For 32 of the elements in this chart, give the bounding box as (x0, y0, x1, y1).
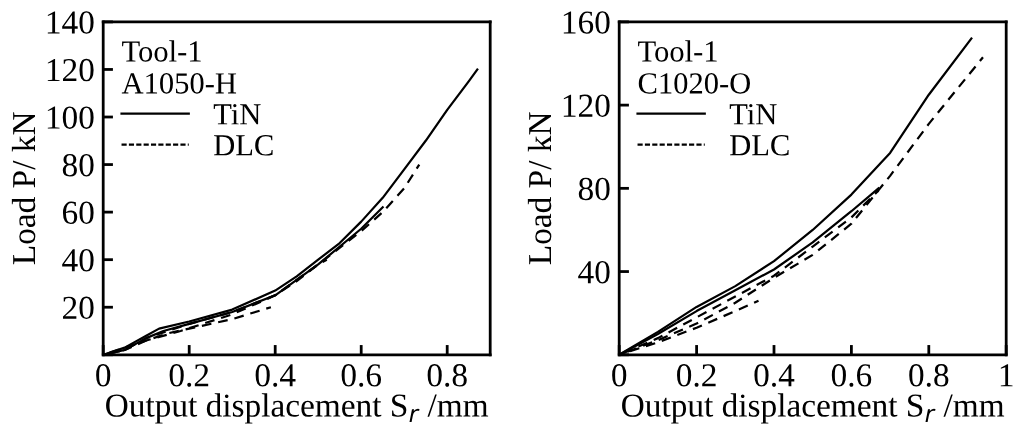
x-tick-label: 0.2 (169, 364, 209, 387)
legend-label: TiN (729, 104, 777, 125)
y-tick-label: 80 (62, 153, 94, 177)
x-tick-label: 0.6 (831, 364, 872, 387)
legend-label: DLC (730, 135, 789, 156)
y-tick-label: 160 (563, 11, 610, 34)
x-tick-label: 0.4 (255, 364, 296, 387)
x-tick-label: 0 (612, 364, 627, 387)
legend-title: Tool-1 A1050-H (121, 40, 237, 94)
legend-title: Tool-1 C1020-O (638, 40, 751, 94)
y-tick-label: 60 (62, 201, 94, 225)
y-tick-label: 40 (578, 260, 610, 284)
x-tick-label: 1 (1000, 364, 1013, 387)
x-tick-label: 0 (96, 364, 111, 387)
x-axis-title: Output displacement S$_{r}$ /mm (106, 393, 489, 424)
x-tick-label: 0.8 (427, 364, 467, 387)
y-tick-label: 40 (62, 249, 94, 272)
legend-label: TiN (213, 104, 261, 125)
y-tick-label: 120 (47, 58, 94, 82)
y-tick-label: 80 (578, 177, 610, 201)
y-axis-title: Load P/ kN (527, 112, 552, 265)
x-tick-label: 0.8 (909, 364, 949, 387)
y-tick-label: 20 (63, 296, 94, 320)
y-tick-label: 100 (47, 106, 94, 129)
y-tick-label: 120 (563, 94, 610, 118)
y-tick-label: 140 (47, 11, 94, 34)
x-tick-label: 0.2 (677, 364, 716, 387)
legend-label: DLC (214, 135, 273, 156)
x-tick-label: 0.6 (341, 364, 382, 387)
x-axis-title: Output displacement S$_{r}$ /mm (622, 393, 1005, 424)
y-axis-title: Load P/ kN (11, 112, 36, 265)
x-tick-label: 0.4 (754, 364, 795, 387)
